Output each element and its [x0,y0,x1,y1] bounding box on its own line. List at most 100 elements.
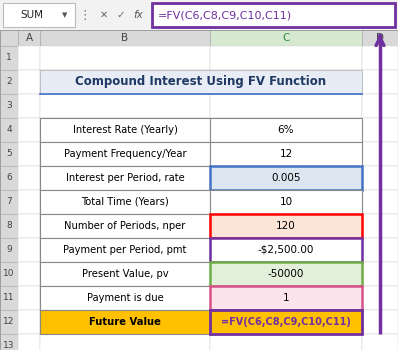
Bar [40,262,210,286]
Bar [362,70,398,94]
Bar [210,30,362,46]
Bar [210,118,362,142]
Bar [362,46,398,70]
Bar [0,142,18,166]
Bar [40,238,210,262]
Bar [40,190,210,214]
Text: Payment Frequency/Year: Payment Frequency/Year [64,149,186,159]
Bar [210,190,362,214]
Bar [210,94,362,118]
Bar [0,166,18,190]
Bar [18,70,40,94]
Bar [0,70,18,94]
Text: 4: 4 [6,126,12,134]
Bar [210,334,362,350]
Text: 2: 2 [6,77,12,86]
Bar [362,286,398,310]
Bar [18,142,40,166]
Bar [40,334,210,350]
Bar [362,166,398,190]
Text: Future Value: Future Value [89,317,161,327]
Text: fx: fx [133,10,143,20]
Text: Interest per Period, rate: Interest per Period, rate [66,173,184,183]
Bar [210,262,362,286]
Text: 8: 8 [6,222,12,231]
Bar [210,118,362,142]
Bar [40,238,210,262]
Bar [210,142,362,166]
Bar [0,2,398,28]
Text: 11: 11 [3,294,15,302]
Text: Total Time (Years): Total Time (Years) [81,197,169,207]
Bar [0,214,18,238]
Bar [40,70,362,94]
Text: =FV(C6,C8,C9,C10,C11): =FV(C6,C8,C9,C10,C11) [158,10,292,20]
Bar [18,118,40,142]
Bar [0,334,18,350]
Bar [18,166,40,190]
Bar [0,30,18,348]
Bar [18,46,40,70]
Text: Number of Periods, nper: Number of Periods, nper [64,221,186,231]
Text: B: B [121,33,129,43]
Bar [40,214,210,238]
Bar [40,118,210,142]
Bar [210,238,362,262]
Bar [40,166,210,190]
Text: 12: 12 [3,317,15,327]
Text: 120: 120 [276,221,296,231]
Text: 6%: 6% [278,125,294,135]
Bar [362,262,398,286]
Text: ⋮: ⋮ [79,8,91,21]
Bar [40,70,210,94]
Bar [210,166,362,190]
Text: ✓: ✓ [117,10,125,20]
Bar [362,94,398,118]
Bar [0,238,18,262]
Bar [362,30,398,46]
Bar [40,310,210,334]
Bar [40,46,210,70]
Text: ✕: ✕ [100,10,108,20]
Bar [152,3,395,27]
Bar [0,46,18,70]
Bar [40,214,210,238]
Bar [362,190,398,214]
Text: 13: 13 [3,342,15,350]
Text: 10: 10 [279,197,293,207]
Bar [210,214,362,238]
Bar [210,286,362,310]
Text: 3: 3 [6,102,12,111]
Bar [210,142,362,166]
Bar [0,190,18,214]
Text: 12: 12 [279,149,293,159]
Text: 7: 7 [6,197,12,206]
Bar [40,142,210,166]
Bar [18,94,40,118]
Text: C: C [282,33,290,43]
Bar [18,214,40,238]
Text: -$2,500.00: -$2,500.00 [258,245,314,255]
Bar [362,334,398,350]
Text: Compound Interest Using FV Function: Compound Interest Using FV Function [76,76,327,89]
Bar [362,238,398,262]
Bar [362,214,398,238]
Text: D: D [376,33,384,43]
Bar [362,142,398,166]
Bar [0,118,18,142]
Text: 0.005: 0.005 [271,173,301,183]
Bar [40,310,210,334]
Text: Present Value, pv: Present Value, pv [82,269,168,279]
Text: 9: 9 [6,245,12,254]
Bar [0,286,18,310]
Text: 1: 1 [6,54,12,63]
Text: Interest Rate (Yearly): Interest Rate (Yearly) [72,125,178,135]
Bar [0,30,18,46]
Text: ▼: ▼ [62,12,68,18]
Bar [210,190,362,214]
Bar [210,166,362,190]
Bar [18,190,40,214]
Bar [0,94,18,118]
Bar [40,262,210,286]
Bar [40,190,210,214]
